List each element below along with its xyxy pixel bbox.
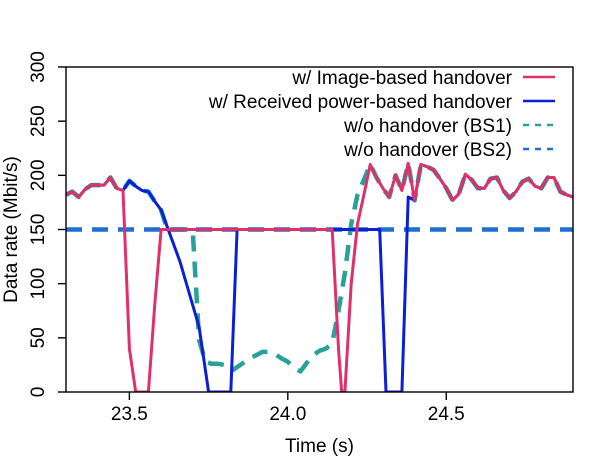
legend-label-w-o-handover-bs1: w/o handover (BS1) [343, 116, 512, 137]
legend-label-w-o-handover-bs2: w/o handover (BS2) [343, 140, 512, 161]
y-tick-label: 100 [28, 268, 49, 300]
y-tick-label: 200 [28, 159, 49, 191]
y-tick-label: 300 [28, 51, 49, 83]
y-axis: 0 50 100 150 200 250 300 [28, 51, 66, 397]
series-line-w-image-based-handover [66, 161, 573, 392]
y-tick-label: 150 [28, 214, 49, 246]
series-layer [66, 161, 573, 392]
x-tick-label: 24.5 [428, 404, 465, 425]
legend-label-w-image-based-handover: w/ Image-based handover [291, 68, 512, 89]
y-tick-label: 250 [28, 105, 49, 137]
legend: w/ Image-based handover w/ Received power… [208, 68, 555, 161]
y-tick-label: 50 [28, 327, 49, 348]
y-axis-label: Data rate (Mbit/s) [1, 156, 22, 303]
y-tick-label: 0 [28, 387, 49, 398]
legend-label-w-received-power-based-handover: w/ Received power-based handover [208, 92, 513, 113]
x-tick-label: 24.0 [269, 404, 306, 425]
x-tick-label: 23.5 [111, 404, 148, 425]
x-axis-label: Time (s) [285, 436, 354, 457]
x-axis: 23.5 24.0 24.5 [111, 392, 465, 425]
